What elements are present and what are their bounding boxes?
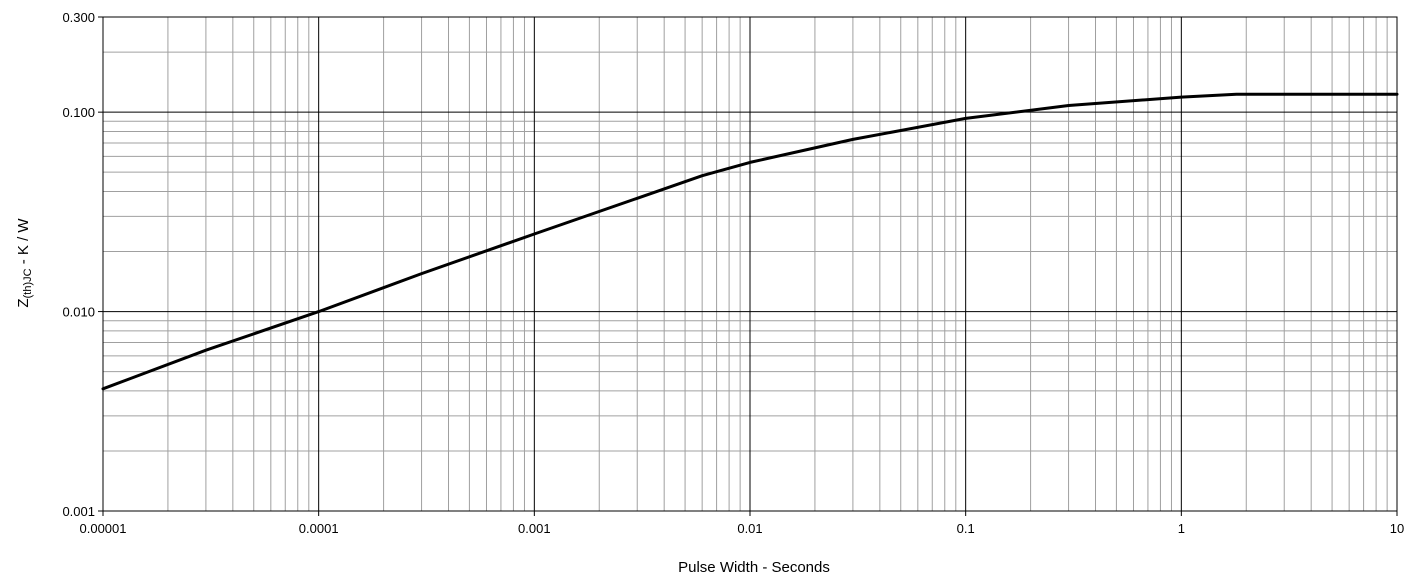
y-axis-title-suffix: - K / W [15, 218, 32, 269]
y-axis-title-main: Z [15, 298, 32, 307]
x-tick-label: 0.1 [957, 521, 975, 536]
x-axis-ticks: 0.00001 0.0001 0.001 0.01 0.1 1 10 [80, 511, 1404, 536]
x-tick-label: 0.00001 [80, 521, 127, 536]
y-axis-title: Z(th)JC - K / W [15, 218, 34, 308]
x-axis-title: Pulse Width - Seconds [678, 559, 830, 576]
y-axis-ticks: 0.001 0.010 0.100 0.300 [62, 10, 103, 519]
y-tick-label: 0.100 [62, 105, 95, 120]
series-layer [101, 92, 1399, 391]
x-tick-label: 0.01 [737, 521, 762, 536]
y-axis-title-subscript: (th)JC [22, 268, 34, 298]
major-gridlines [102, 17, 1397, 512]
y-tick-label: 0.001 [62, 504, 95, 519]
x-tick-label: 0.001 [518, 521, 551, 536]
y-tick-label: 0.300 [62, 10, 95, 25]
x-tick-label: 0.0001 [299, 521, 339, 536]
x-tick-label: 1 [1178, 521, 1185, 536]
x-tick-label: 10 [1390, 521, 1404, 536]
series-line-1 [101, 92, 1399, 391]
y-tick-label: 0.010 [62, 305, 95, 320]
